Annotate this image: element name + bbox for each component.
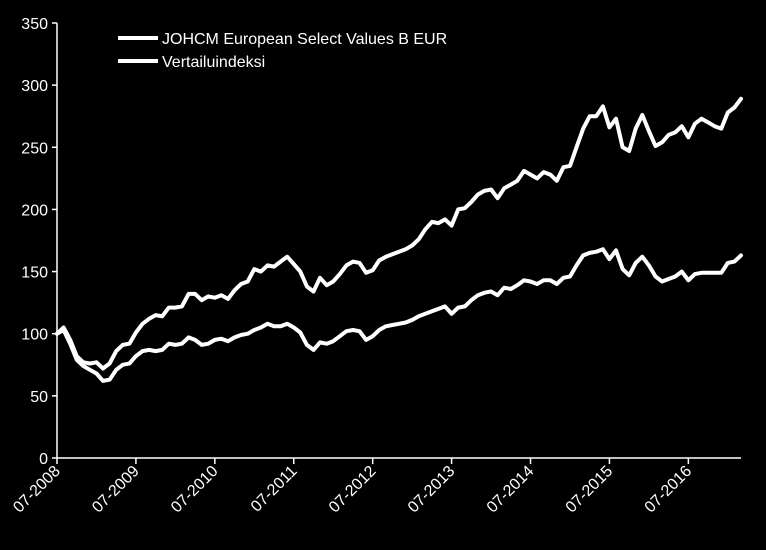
y-tick-label: 100 <box>21 327 48 344</box>
y-tick-label: 250 <box>21 140 48 157</box>
series-line-johcm <box>55 96 743 371</box>
y-tick-label: 150 <box>21 265 48 282</box>
y-tick-label: 300 <box>21 78 48 95</box>
y-tick-label: 350 <box>21 16 48 33</box>
series-line-vertailuindeksi <box>55 247 743 383</box>
axes <box>56 23 741 459</box>
series-lines <box>55 96 743 383</box>
y-tick-label: 0 <box>39 451 48 468</box>
y-tick-label: 50 <box>30 389 48 406</box>
y-tick-label: 200 <box>21 202 48 219</box>
y-axis-ticks: 0 50 100 150 200 250 300 350 <box>21 16 57 468</box>
legend-label-johcm: JOHCM European Select Values B EUR <box>162 31 447 48</box>
legend-label-vertailuindeksi: Vertailuindeksi <box>162 54 265 71</box>
legend: JOHCM European Select Values B EUR Verta… <box>118 31 447 71</box>
